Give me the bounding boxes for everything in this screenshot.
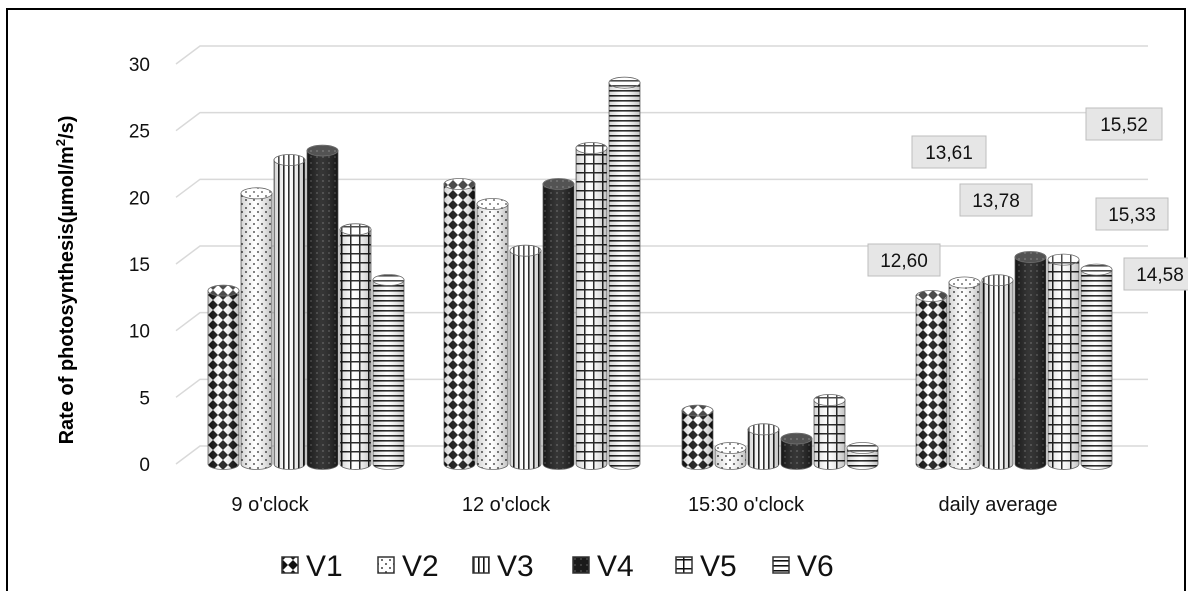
svg-text:15,52: 15,52 <box>1100 115 1148 136</box>
bar <box>747 423 780 470</box>
legend-item: V1 <box>281 550 343 583</box>
bar <box>1014 251 1047 470</box>
bar <box>240 187 273 470</box>
gridline <box>175 178 1148 198</box>
x-tick-label: 15:30 o'clock <box>688 494 805 516</box>
svg-text:15,33: 15,33 <box>1108 205 1156 226</box>
legend-item: V2 <box>377 550 439 583</box>
bar <box>1080 263 1113 470</box>
x-tick-label: daily average <box>939 494 1058 516</box>
legend-item: V6 <box>772 550 834 583</box>
chart-frame: 0 5 10 15 20 25 30 Rate of photosynthesis(µmol… <box>6 8 1188 591</box>
legend-label: V6 <box>797 550 834 583</box>
y-tick-label: 20 <box>129 188 150 209</box>
legend-label: V5 <box>700 550 737 583</box>
legend-item: V4 <box>572 550 634 583</box>
bar <box>207 284 240 470</box>
y-tick-label: 0 <box>139 455 150 476</box>
legend-swatch <box>772 556 790 574</box>
bar <box>509 244 542 470</box>
svg-text:13,61: 13,61 <box>925 143 973 164</box>
bar <box>372 274 405 470</box>
bar <box>714 442 747 470</box>
legend-label: V2 <box>402 550 439 583</box>
bars <box>207 76 1113 470</box>
bar <box>306 144 339 470</box>
data-label: 13,61 <box>911 135 987 169</box>
data-label: 12,60 <box>867 243 941 277</box>
y-tick-label: 30 <box>129 55 150 76</box>
y-tick-label: 15 <box>129 255 150 276</box>
bar <box>476 198 509 470</box>
gridline <box>175 378 1148 398</box>
legend-item: V5 <box>675 550 737 583</box>
bar <box>273 154 306 470</box>
y-axis-label-tail: /s) <box>56 116 78 139</box>
data-label: 15,33 <box>1095 197 1169 231</box>
gridline <box>175 45 1148 65</box>
bar <box>846 442 879 470</box>
gridline <box>175 245 1148 265</box>
legend-swatch <box>675 556 693 574</box>
gridlines <box>175 45 1148 465</box>
bar <box>948 276 981 470</box>
bar <box>1047 253 1080 470</box>
y-tick-label: 25 <box>129 122 150 143</box>
legend-swatch <box>281 556 299 574</box>
bar <box>780 432 813 470</box>
legend-label: V1 <box>306 550 343 583</box>
svg-text:13,78: 13,78 <box>972 191 1020 212</box>
data-label: 14,58 <box>1123 257 1188 291</box>
data-label: 13,78 <box>959 183 1033 217</box>
legend-swatch <box>572 556 590 574</box>
bar <box>575 142 608 470</box>
y-tick-label: 5 <box>139 388 150 409</box>
y-axis-ticks: 0 5 10 15 20 25 30 <box>129 55 150 476</box>
legend-label: V4 <box>597 550 634 583</box>
x-tick-label: 12 o'clock <box>462 494 551 516</box>
legend: V1 V2 V3 V4 V5 V6 <box>281 550 834 583</box>
y-axis-label: Rate of photosynthesis(µmol/m2/s) <box>53 116 78 445</box>
legend-label: V3 <box>497 550 534 583</box>
bar <box>608 76 641 470</box>
y-axis-label-main: Rate of photosynthesis(µmol/m <box>56 146 78 444</box>
legend-item: V3 <box>472 550 534 583</box>
data-labels: 12,60 13,61 13,78 15,52 15,33 14,58 <box>867 107 1188 291</box>
bar <box>681 404 714 470</box>
photosynthesis-bar-chart: 0 5 10 15 20 25 30 Rate of photosynthesis(µmol… <box>53 45 1188 583</box>
gridline <box>175 311 1148 332</box>
bar <box>443 178 476 470</box>
bar <box>339 223 372 470</box>
svg-text:12,60: 12,60 <box>880 251 928 272</box>
svg-text:14,58: 14,58 <box>1136 265 1184 286</box>
category-labels: 9 o'clock 12 o'clock 15:30 o'clock daily av… <box>231 494 1057 516</box>
bar <box>542 178 575 470</box>
x-tick-label: 9 o'clock <box>231 494 309 516</box>
legend-swatch <box>472 556 490 574</box>
y-tick-label: 10 <box>129 322 150 343</box>
gridline <box>175 111 1148 132</box>
bar <box>813 394 846 470</box>
data-label: 15,52 <box>1085 107 1163 141</box>
bar <box>981 274 1014 470</box>
y-axis-label-sup: 2 <box>53 139 68 146</box>
bar <box>915 290 948 470</box>
legend-swatch <box>377 556 395 574</box>
